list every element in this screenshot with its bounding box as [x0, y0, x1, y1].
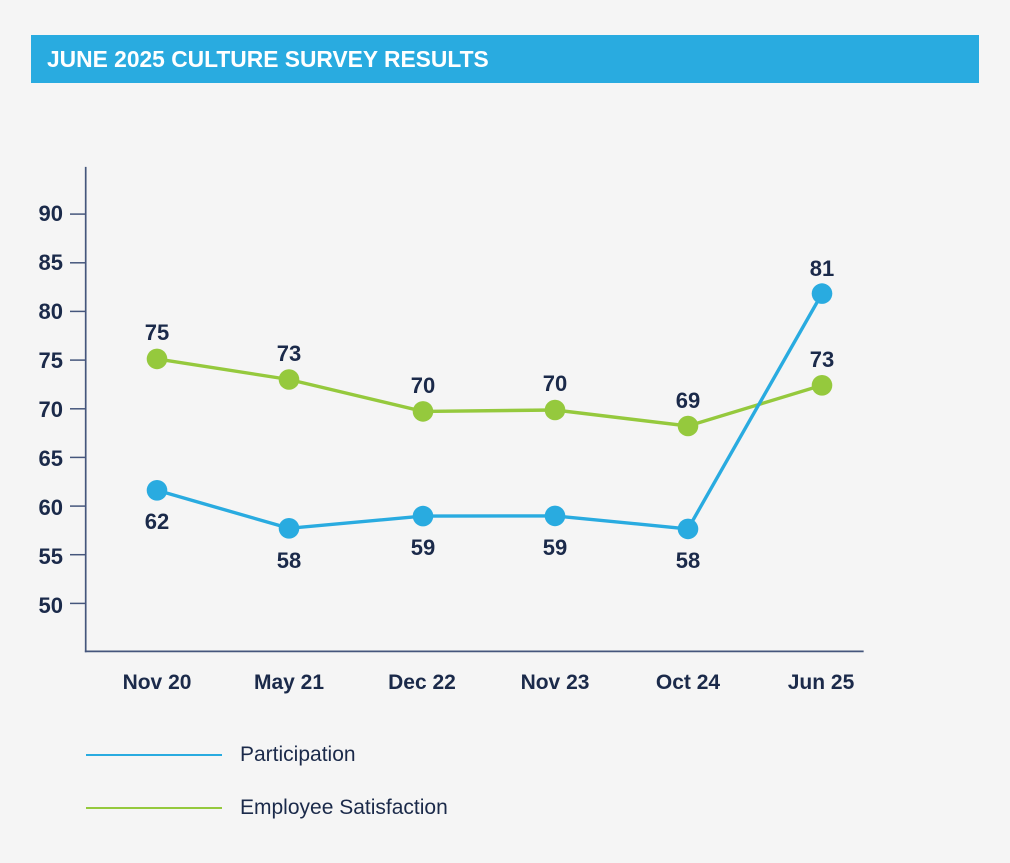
svg-text:60: 60 [39, 495, 63, 520]
svg-text:58: 58 [676, 548, 700, 573]
svg-text:Jun 25: Jun 25 [788, 671, 855, 694]
svg-text:59: 59 [411, 535, 435, 560]
svg-text:69: 69 [676, 388, 700, 413]
svg-text:85: 85 [39, 250, 63, 275]
svg-text:May 21: May 21 [254, 671, 324, 694]
svg-text:Nov 23: Nov 23 [521, 671, 590, 694]
svg-text:55: 55 [39, 544, 63, 569]
svg-text:90: 90 [39, 201, 63, 226]
svg-text:58: 58 [277, 548, 301, 573]
svg-text:70: 70 [39, 397, 63, 422]
svg-text:73: 73 [277, 341, 301, 366]
svg-text:80: 80 [39, 299, 63, 324]
svg-text:65: 65 [39, 446, 63, 471]
svg-text:75: 75 [145, 320, 169, 345]
svg-text:Dec 22: Dec 22 [388, 671, 456, 694]
svg-text:Oct 24: Oct 24 [656, 671, 721, 694]
svg-text:50: 50 [39, 593, 63, 618]
svg-text:70: 70 [543, 371, 567, 396]
svg-text:73: 73 [810, 347, 834, 372]
svg-text:81: 81 [810, 256, 834, 281]
svg-text:62: 62 [145, 509, 169, 534]
svg-text:59: 59 [543, 535, 567, 560]
svg-text:70: 70 [411, 373, 435, 398]
svg-text:Nov 20: Nov 20 [123, 671, 192, 694]
svg-text:75: 75 [39, 348, 63, 373]
